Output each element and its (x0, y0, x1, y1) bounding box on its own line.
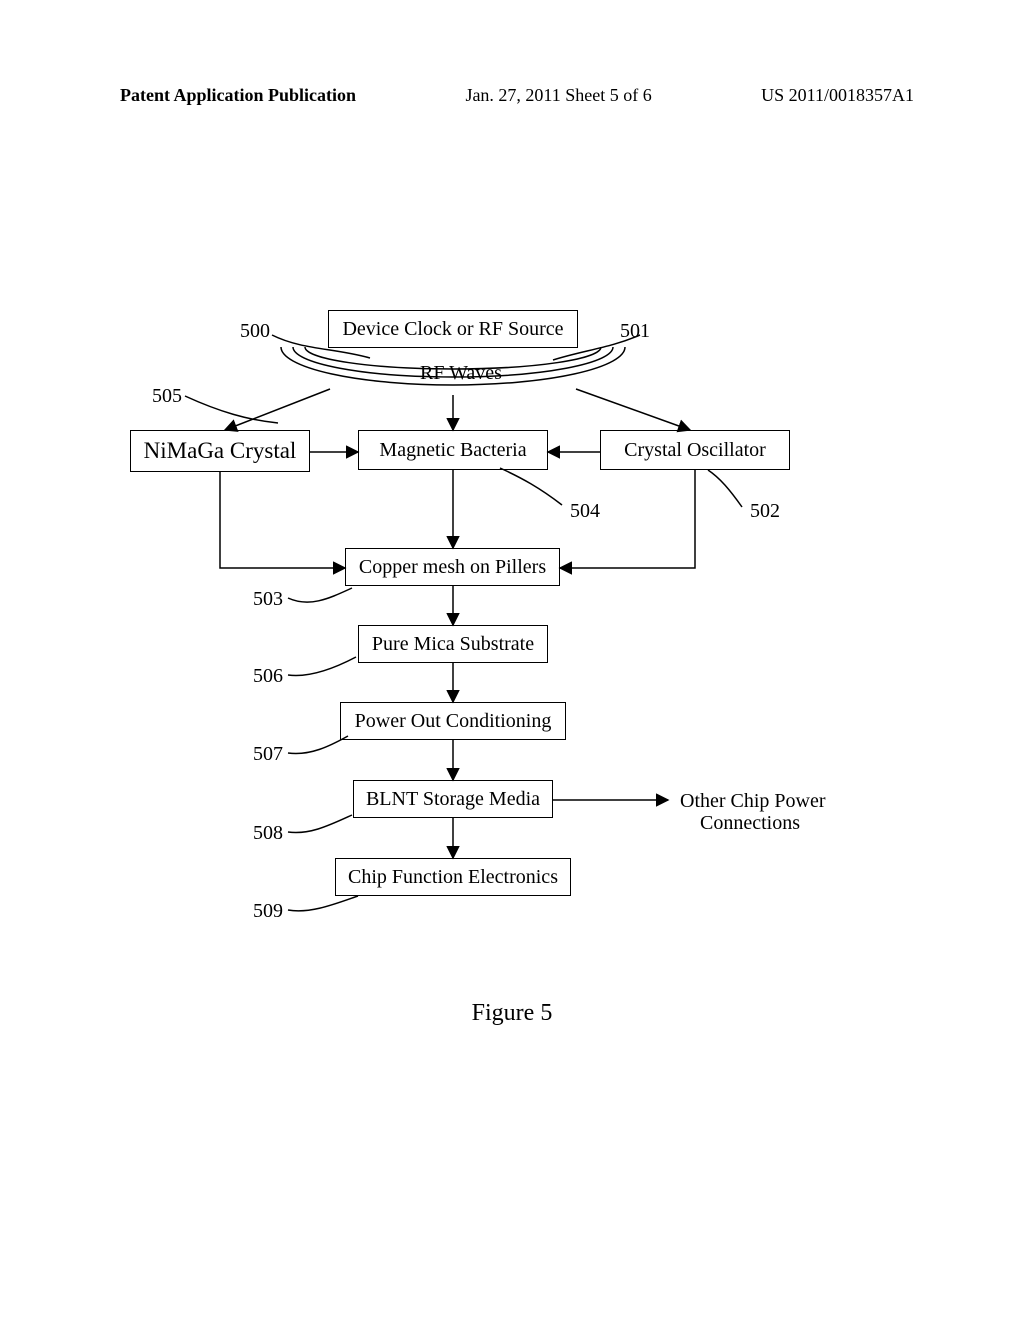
flowchart-connectors (0, 0, 1024, 1320)
figure-caption: Figure 5 (0, 1000, 1024, 1027)
flowchart-diagram: Device Clock or RF SourceNiMaGa CrystalM… (0, 0, 1024, 1320)
